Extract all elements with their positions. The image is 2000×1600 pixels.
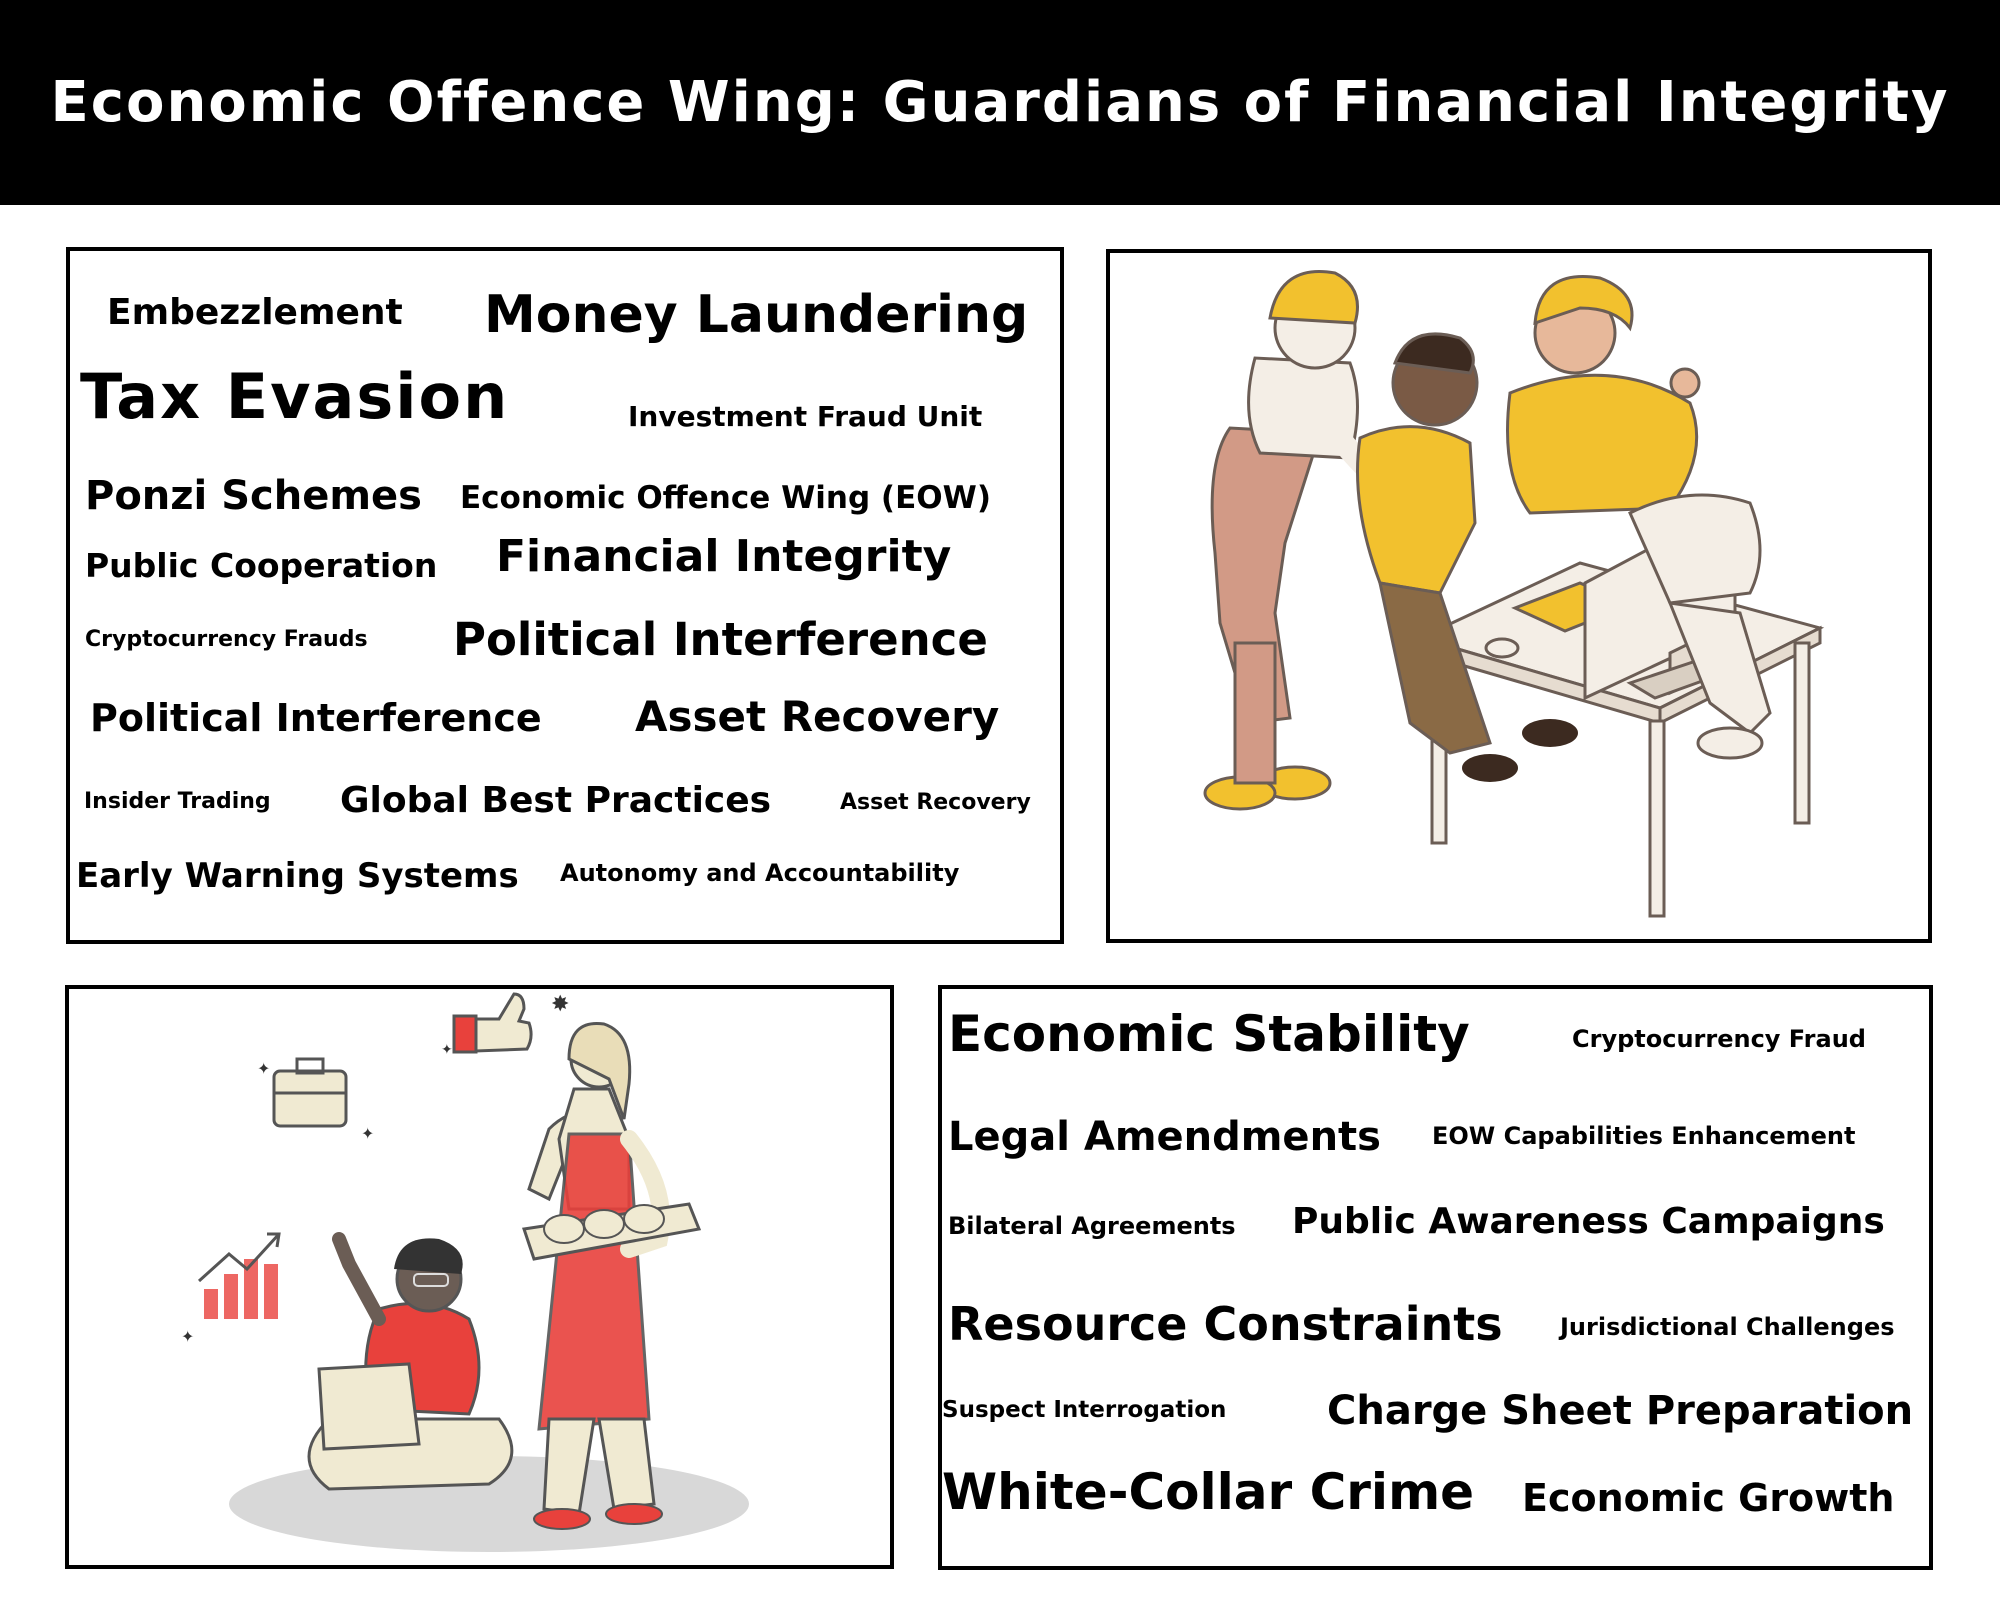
cloud-word: Suspect Interrogation [942,1397,1227,1423]
illustration-panel-bakery: ✸ ✦ ✦ ✦ ✦ [65,985,894,1569]
bakery-worker-and-laptop-user-illustration: ✸ ✦ ✦ ✦ ✦ [181,992,749,1552]
person-baker [522,1021,702,1530]
cloud-word: Global Best Practices [340,780,772,821]
cloud-word: Money Laundering [484,285,1029,345]
person-yellow-shirt [1356,332,1578,782]
cloud-word: Cryptocurrency Frauds [85,627,368,652]
cloud-word: Early Warning Systems [76,856,519,896]
cloud-word: Economic Offence Wing (EOW) [460,480,991,516]
cloud-word: Economic Stability [948,1005,1470,1063]
cloud-word: Political Interference [90,696,542,740]
cloud-word: Tax Evasion [80,360,510,433]
cloud-word: Financial Integrity [496,531,952,582]
cloud-word: Cryptocurrency Fraud [1572,1025,1866,1053]
thumbs-up-icon [452,992,533,1054]
cloud-word: Bilateral Agreements [948,1212,1236,1240]
cloud-word: Public Awareness Campaigns [1292,1201,1885,1242]
page-header: Economic Offence Wing: Guardians of Fina… [0,0,2000,205]
cloud-word: White-Collar Crime [942,1463,1475,1521]
cloud-word: Resource Constraints [948,1297,1503,1351]
cloud-word: Insider Trading [84,789,271,814]
svg-text:✦: ✦ [257,1059,270,1078]
cloud-word: EOW Capabilities Enhancement [1432,1122,1856,1150]
cloud-word: Asset Recovery [635,692,1000,741]
person-blonde-sitting [1506,275,1772,760]
svg-text:✦: ✦ [361,1124,374,1143]
page-title: Economic Offence Wing: Guardians of Fina… [50,70,1950,135]
briefcase-icon [272,1057,348,1128]
cloud-word: Embezzlement [107,292,403,333]
svg-text:✦: ✦ [441,1042,453,1058]
cloud-word: Jurisdictional Challenges [1560,1313,1895,1341]
cloud-word: Public Cooperation [85,546,438,585]
cloud-word: Asset Recovery [840,790,1031,815]
cloud-word: Investment Fraud Unit [628,400,983,433]
illustration-panel-team [1106,249,1932,943]
cloud-word: Autonomy and Accountability [560,859,960,887]
word-cloud-panel-right: Economic Stability Cryptocurrency Fraud … [938,985,1933,1570]
person-with-laptop [307,1232,514,1491]
cloud-word: Political Interference [453,613,988,666]
cloud-word: Charge Sheet Preparation [1327,1388,1914,1434]
cloud-word: Legal Amendments [948,1114,1381,1160]
growth-chart-icon [197,1232,281,1319]
sparkle-icon: ✸ [551,992,569,1017]
word-cloud-panel-left: Embezzlement Money Laundering Tax Evasio… [66,247,1064,944]
cloud-word: Economic Growth [1522,1476,1895,1520]
svg-text:✦: ✦ [181,1327,194,1346]
team-at-computer-illustration [1203,270,1825,918]
cloud-word: Ponzi Schemes [85,473,422,519]
